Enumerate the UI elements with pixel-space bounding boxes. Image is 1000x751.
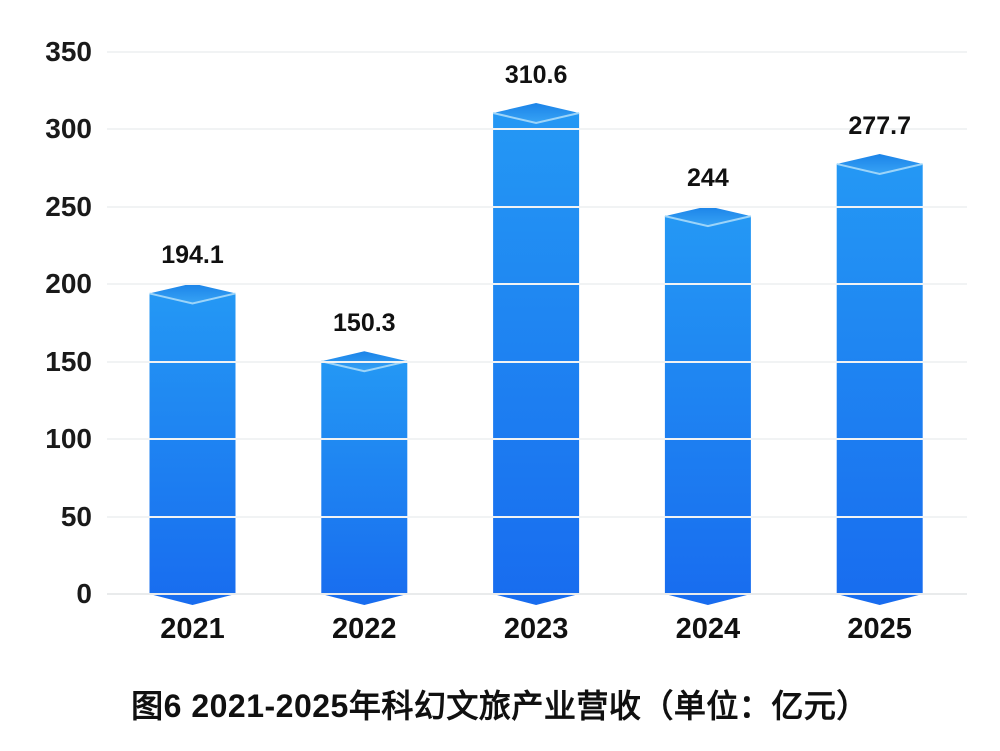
y-axis-tick-label: 100 bbox=[45, 423, 92, 455]
bar-lid-edge-highlight bbox=[492, 112, 580, 125]
y-axis-tick-label: 50 bbox=[60, 500, 92, 532]
bar-body bbox=[664, 216, 751, 606]
bar-body bbox=[493, 113, 580, 605]
bar-lid-edge-highlight bbox=[664, 215, 752, 228]
bar-value-label: 310.6 bbox=[504, 61, 568, 89]
gridline bbox=[107, 283, 967, 286]
bar-lid-edge-highlight bbox=[321, 360, 408, 373]
bar-value-label: 150.3 bbox=[333, 309, 396, 338]
chart-title: 图6 2021-2025年科幻文旅产业营收（单位：亿元） bbox=[131, 688, 869, 724]
gridline bbox=[107, 51, 967, 53]
y-axis-tick-label: 250 bbox=[45, 190, 92, 222]
bar-value-label: 277.7 bbox=[848, 111, 911, 140]
y-axis-tick-label: 300 bbox=[45, 113, 92, 145]
bar-value-label: 194.1 bbox=[161, 241, 224, 270]
y-axis-tick-label: 350 bbox=[45, 36, 92, 67]
y-axis-tick-label: 200 bbox=[45, 268, 92, 300]
gridline bbox=[107, 438, 967, 441]
gridline bbox=[107, 515, 967, 518]
y-axis-tick-label: 150 bbox=[45, 345, 92, 377]
bar-body bbox=[321, 361, 408, 605]
gridline bbox=[107, 128, 967, 131]
gridline bbox=[107, 360, 967, 363]
bar-body bbox=[149, 293, 236, 605]
bar-lid-edge-highlight bbox=[836, 162, 923, 175]
y-axis-tick-label: 0 bbox=[76, 578, 92, 609]
bar-body bbox=[836, 163, 923, 605]
bar-value-label: 244 bbox=[687, 164, 729, 193]
bar-lid-edge-highlight bbox=[149, 292, 236, 305]
baseline-gridline bbox=[107, 593, 967, 595]
x-axis-tick-label: 2025 bbox=[847, 613, 912, 645]
x-axis-tick-label: 2023 bbox=[503, 613, 569, 645]
gridline bbox=[107, 205, 967, 208]
x-axis-tick-label: 2022 bbox=[332, 613, 397, 645]
x-axis-tick-label: 2024 bbox=[675, 613, 741, 645]
x-axis-tick-label: 2021 bbox=[160, 613, 225, 645]
